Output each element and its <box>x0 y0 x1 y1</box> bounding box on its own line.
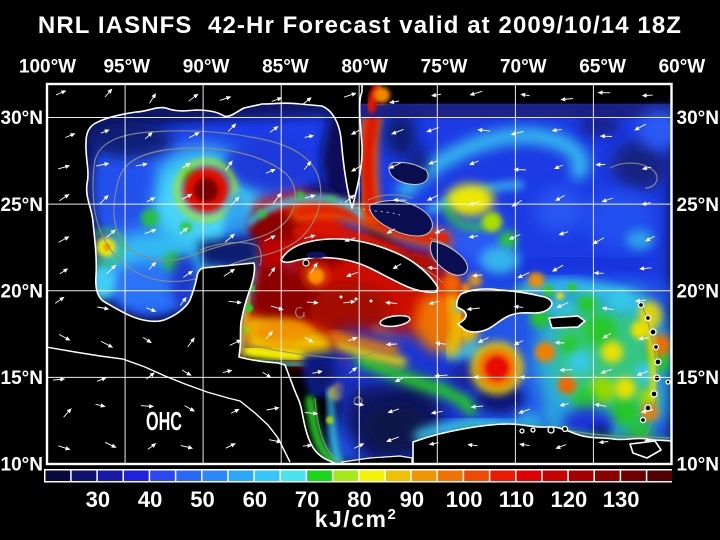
svg-text:60: 60 <box>243 487 267 512</box>
svg-text:75°W: 75°W <box>421 57 468 78</box>
svg-text:40: 40 <box>138 487 162 512</box>
svg-text:85°W: 85°W <box>262 57 309 78</box>
svg-text:100: 100 <box>446 487 483 512</box>
svg-text:kJ/cm2: kJ/cm2 <box>315 506 398 532</box>
svg-text:90°W: 90°W <box>183 57 230 78</box>
svg-text:10°N: 10°N <box>677 455 719 476</box>
svg-text:25°N: 25°N <box>1 195 43 216</box>
svg-text:30: 30 <box>86 487 110 512</box>
svg-text:30°N: 30°N <box>677 108 719 129</box>
svg-text:20°N: 20°N <box>1 281 43 302</box>
svg-text:30°N: 30°N <box>1 108 43 129</box>
svg-text:130: 130 <box>603 487 640 512</box>
svg-text:70°W: 70°W <box>500 57 547 78</box>
svg-text:60°W: 60°W <box>659 57 706 78</box>
svg-text:80°W: 80°W <box>341 57 388 78</box>
svg-text:100°W: 100°W <box>19 57 76 78</box>
svg-text:50: 50 <box>190 487 214 512</box>
svg-text:95°W: 95°W <box>103 57 150 78</box>
svg-text:15°N: 15°N <box>1 368 43 389</box>
svg-text:70: 70 <box>295 487 319 512</box>
svg-text:25°N: 25°N <box>677 195 719 216</box>
svg-text:NRL IASNFS 42-Hr Forecast val: NRL IASNFS 42-Hr Forecast valid at 2009/… <box>38 12 682 39</box>
svg-text:90: 90 <box>400 487 424 512</box>
svg-text:10°N: 10°N <box>1 455 43 476</box>
svg-text:20°N: 20°N <box>677 281 719 302</box>
svg-text:OHC: OHC <box>146 406 182 436</box>
svg-text:15°N: 15°N <box>677 368 719 389</box>
svg-text:65°W: 65°W <box>579 57 626 78</box>
svg-text:120: 120 <box>550 487 587 512</box>
svg-text:110: 110 <box>499 487 535 512</box>
svg-text:80: 80 <box>347 487 371 512</box>
